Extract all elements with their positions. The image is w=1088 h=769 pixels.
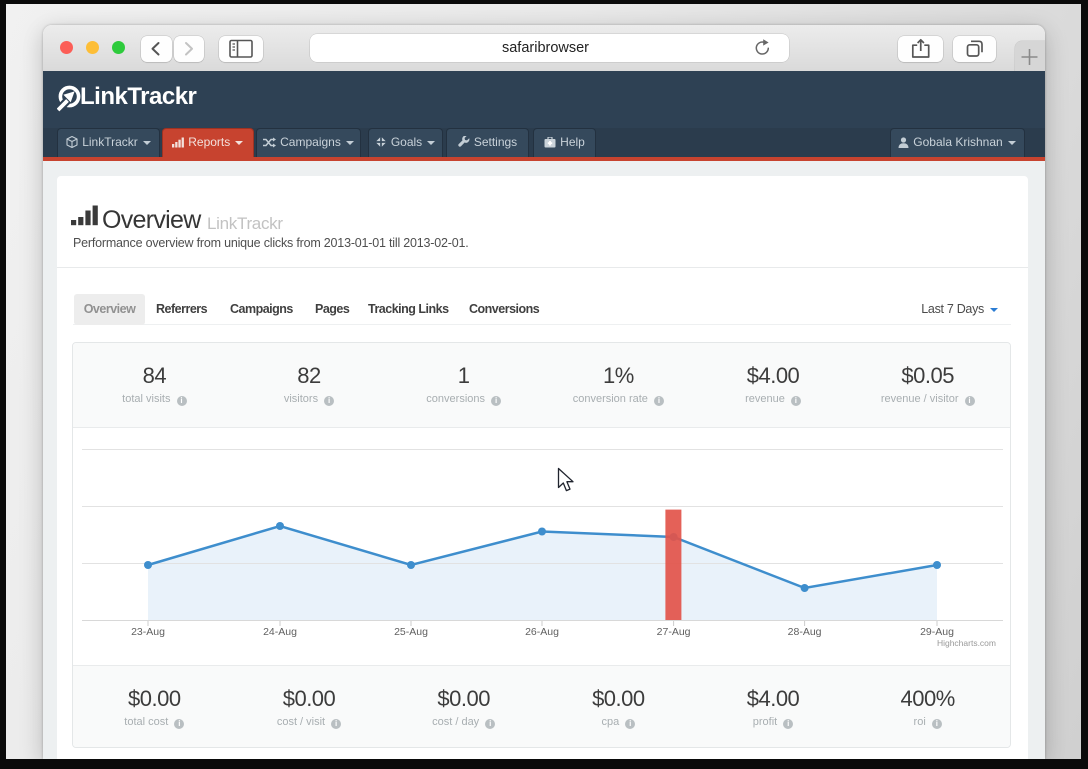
- svg-text:23-Aug: 23-Aug: [131, 626, 165, 638]
- svg-text:27-Aug: 27-Aug: [657, 626, 691, 638]
- svg-text:26-Aug: 26-Aug: [525, 626, 559, 638]
- svg-text:25-Aug: 25-Aug: [394, 626, 428, 638]
- svg-text:24-Aug: 24-Aug: [263, 626, 297, 638]
- svg-text:29-Aug: 29-Aug: [920, 626, 954, 638]
- svg-text:28-Aug: 28-Aug: [788, 626, 822, 638]
- svg-text:Highcharts.com: Highcharts.com: [937, 638, 996, 648]
